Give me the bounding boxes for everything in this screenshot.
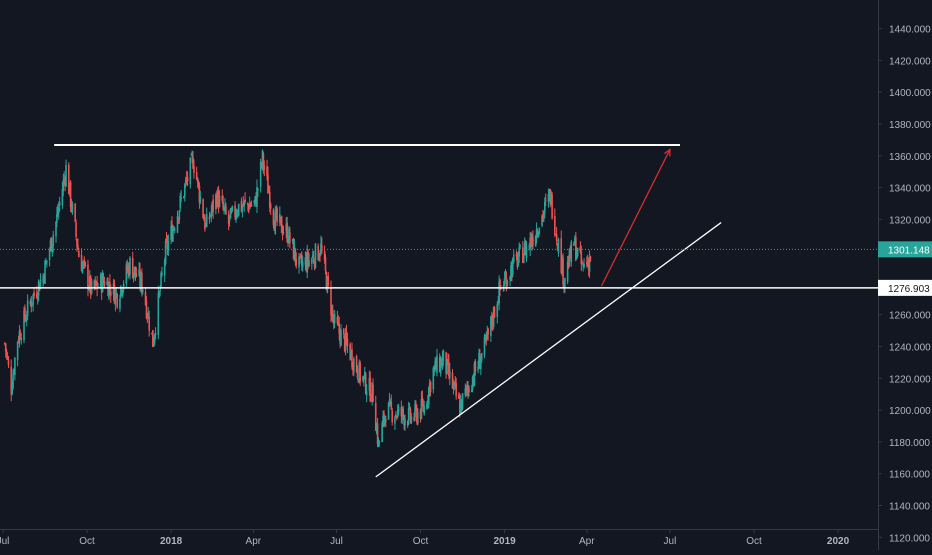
time-tick-label: Apr: [579, 536, 595, 547]
price-labels-layer: 1301.148 1276.903: [878, 241, 932, 296]
price-tick-label: 1380.000: [889, 120, 931, 131]
price-tick-label: 1180.000: [889, 438, 930, 449]
level-price-label-bg: [878, 279, 932, 296]
time-tick-label: Oct: [746, 536, 762, 547]
last-price-label-bg: [878, 241, 932, 258]
time-tick-label: Oct: [413, 536, 429, 547]
time-tick-label: Oct: [79, 536, 95, 547]
price-tick-label: 1360.000: [889, 152, 931, 163]
price-tick-label: 1260.000: [889, 311, 931, 322]
price-tick-label: 1340.000: [889, 184, 931, 195]
price-tick-label: 1400.000: [889, 88, 931, 99]
projection-arrow-head: [664, 148, 671, 157]
price-tick-label: 1420.000: [889, 56, 931, 67]
time-tick-label: 2019: [493, 536, 516, 547]
time-tick-label: Jul: [330, 536, 343, 547]
price-tick-label: 1320.000: [889, 215, 931, 226]
price-tick-label: 1160.000: [889, 470, 930, 481]
last-price-label: 1301.148: [888, 245, 930, 256]
candles-layer: [4, 149, 592, 448]
time-tick-label: Jul: [664, 536, 677, 547]
drawings-layer[interactable]: [0, 143, 878, 478]
time-tick-label: Jul: [0, 536, 9, 547]
time-tick-label: Apr: [246, 536, 262, 547]
time-tick-label: 2020: [827, 536, 850, 547]
price-tick-label: 1200.000: [889, 406, 931, 417]
level-price-label: 1276.903: [888, 284, 930, 295]
price-tick-label: 1220.000: [889, 374, 931, 385]
price-tick-label: 1240.000: [889, 343, 931, 354]
time-axis[interactable]: Jul Oct 2018 Apr Jul Oct 2019 Apr Jul Oct 2020: [0, 529, 878, 547]
price-tick-label: 1120.000: [889, 533, 930, 544]
rising-trendline[interactable]: [375, 222, 722, 478]
time-tick-label: 2018: [160, 536, 183, 547]
price-tick-label: 1440.000: [889, 25, 931, 36]
price-tick-label: 1140.000: [889, 501, 930, 512]
projection-arrow[interactable]: [600, 149, 671, 287]
